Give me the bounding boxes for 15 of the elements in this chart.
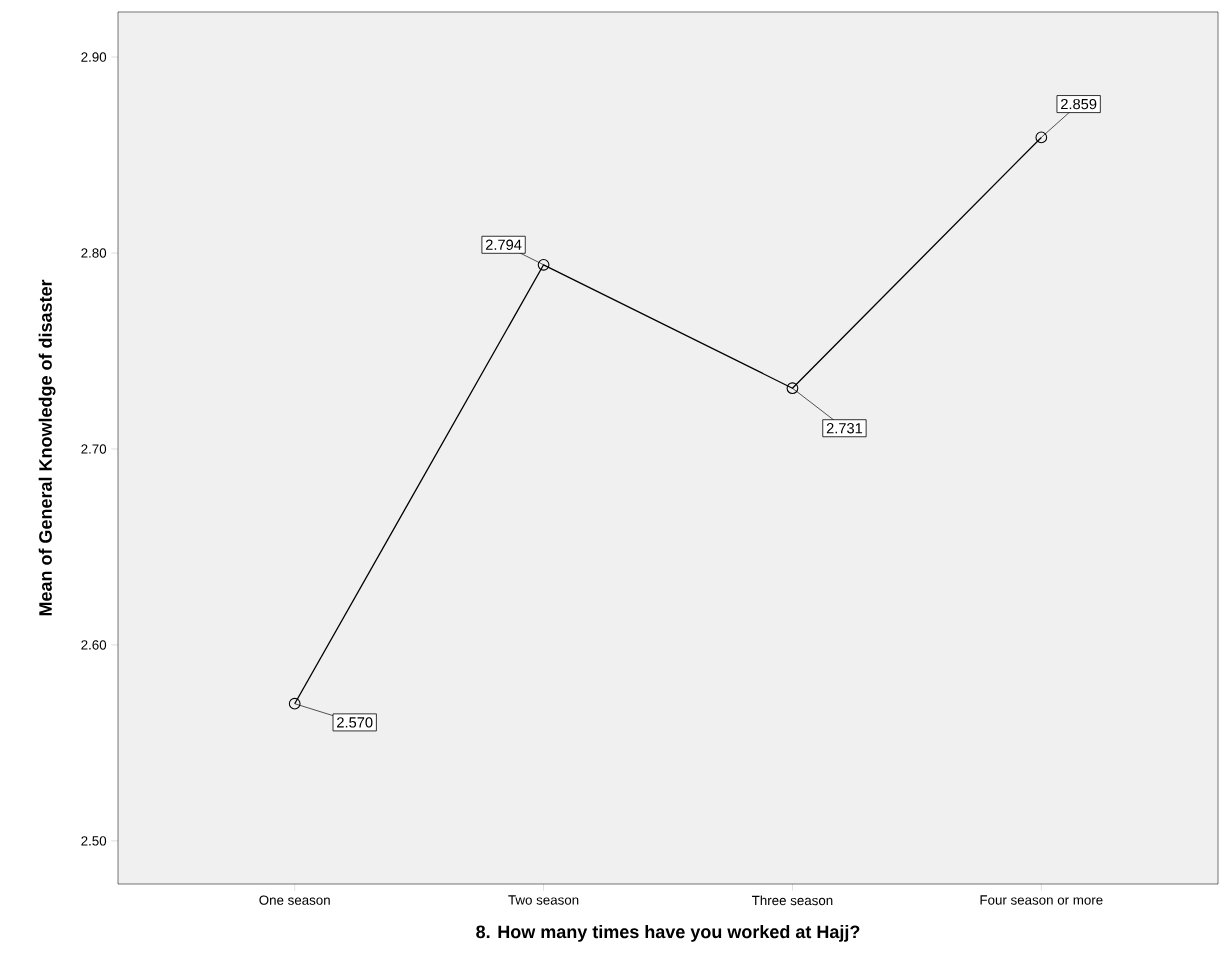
- data-label: 2.570: [337, 717, 373, 728]
- y-tick-label: 2.70: [81, 444, 107, 454]
- data-label: 2.859: [1061, 98, 1097, 110]
- y-tick-label: 2.80: [81, 248, 107, 258]
- y-axis-title: Mean of General Knowledge of disaster: [38, 279, 56, 616]
- x-tick-label: Four season or more: [980, 895, 1103, 905]
- y-tick-label: 2.60: [81, 640, 107, 650]
- y-tick-label: 2.90: [81, 52, 107, 62]
- x-tick-label: One season: [259, 895, 330, 905]
- data-label: 2.794: [485, 239, 522, 250]
- x-tick-label: Three season: [751, 895, 833, 906]
- y-tick-label: 2.50: [81, 836, 107, 846]
- data-label: 2.731: [826, 423, 863, 434]
- x-tick-label: Two season: [508, 895, 579, 905]
- x-axis-title: 8. How many times have you worked at Hajj?: [476, 924, 860, 942]
